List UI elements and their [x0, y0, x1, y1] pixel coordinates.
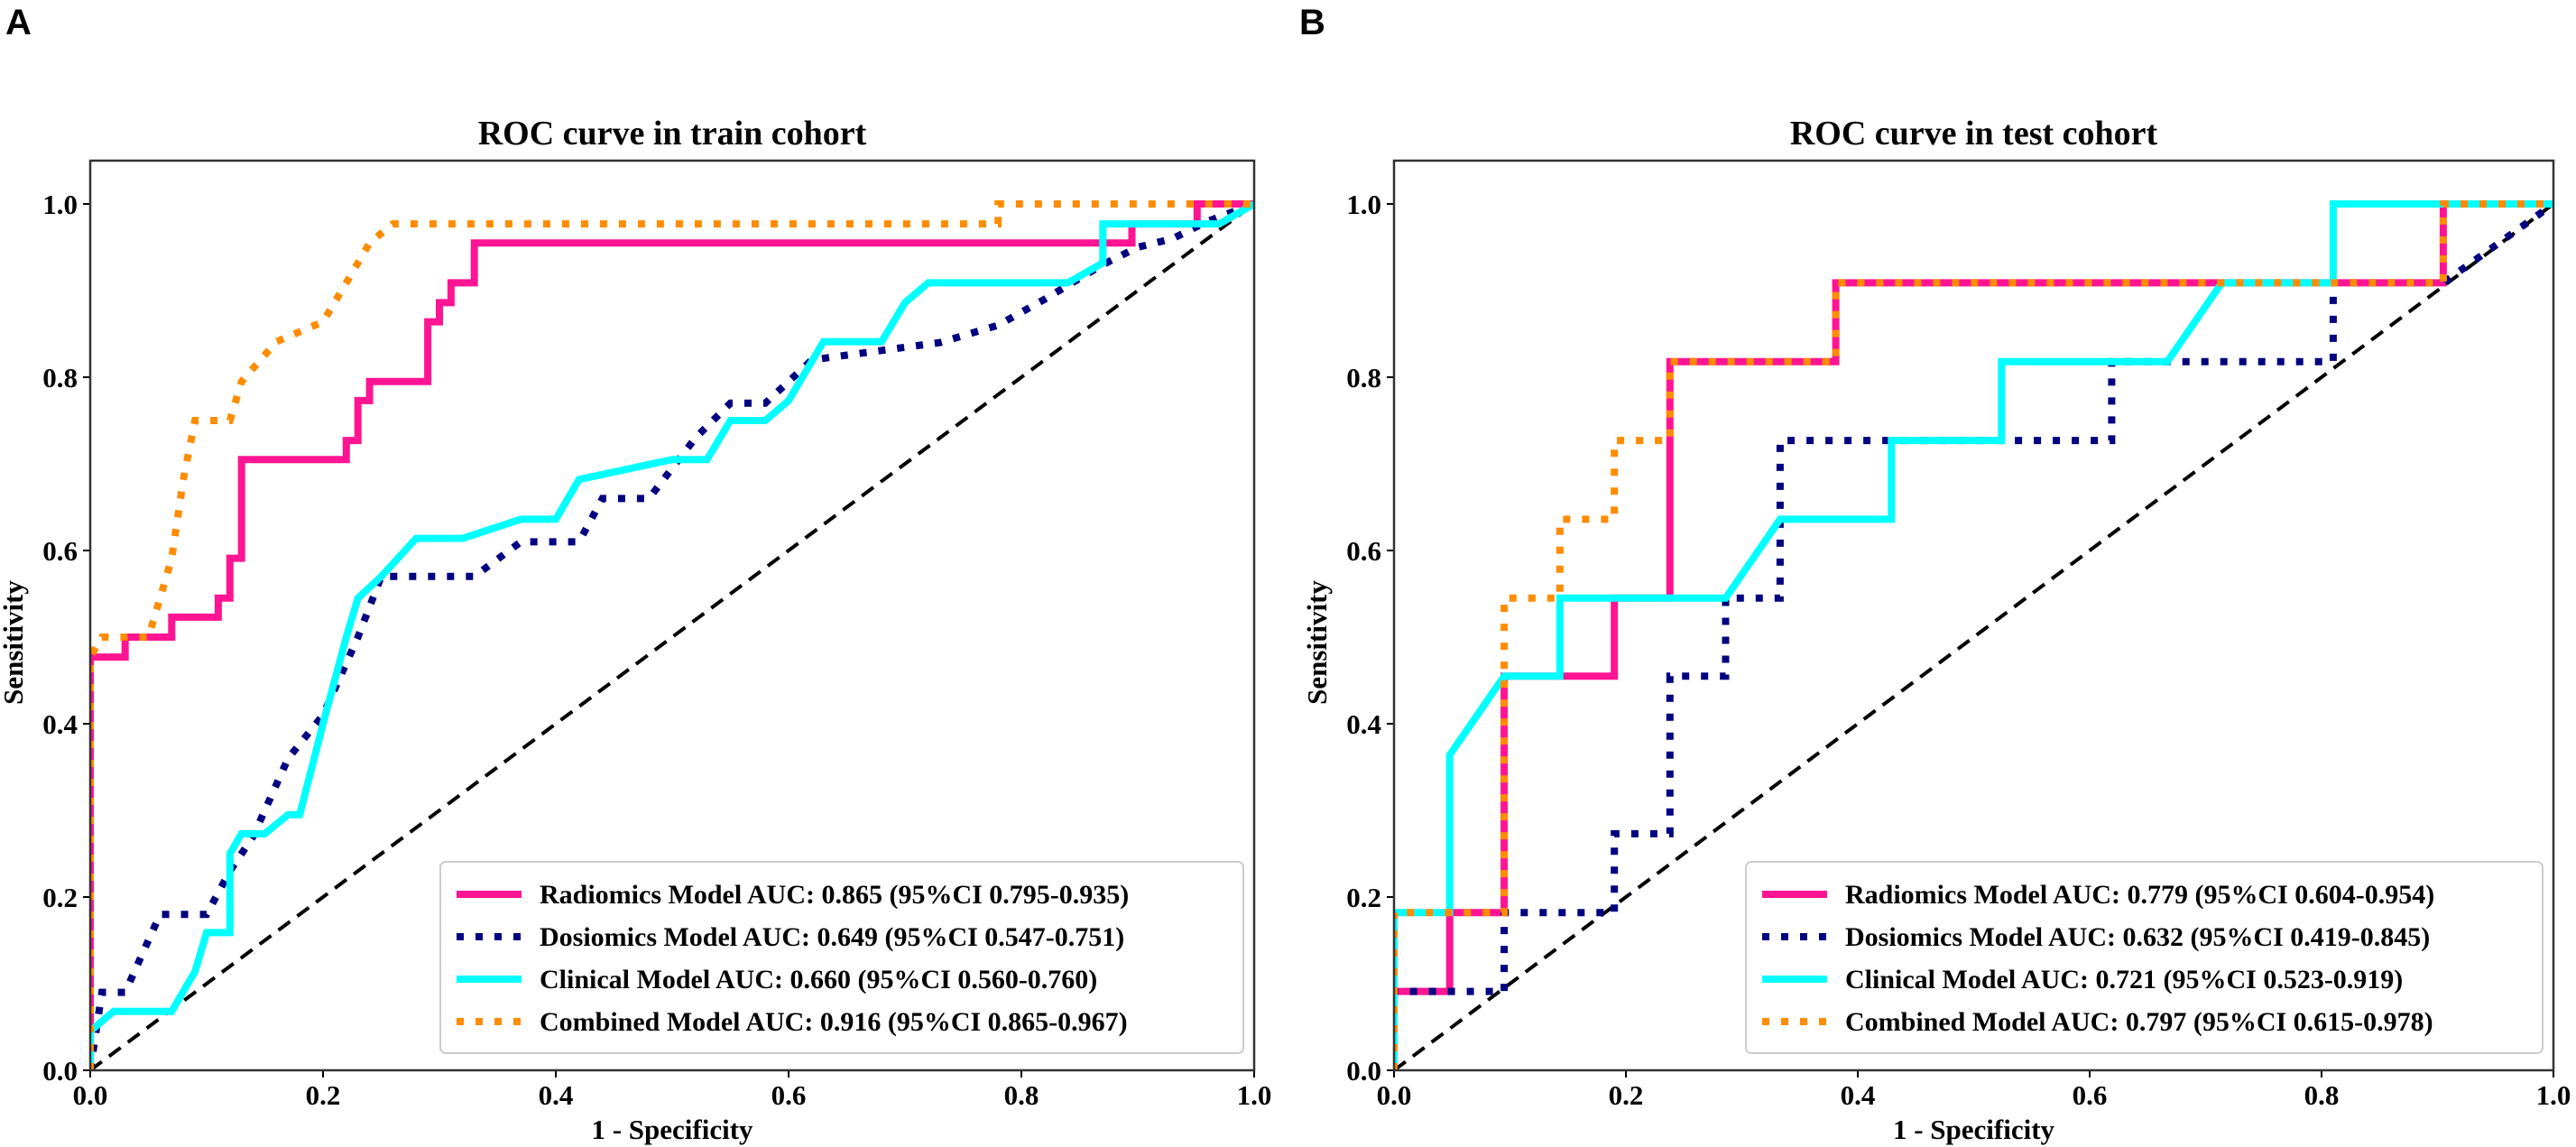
x-axis-label: 1 - Specificity: [591, 1114, 753, 1145]
y-tick-label: 0.2: [1346, 882, 1381, 913]
x-tick-label: 0.0: [1377, 1079, 1412, 1111]
x-tick-label: 0.8: [1004, 1079, 1039, 1111]
roc-curve-combined: [1394, 200, 2553, 1070]
x-tick-label: 0.2: [1609, 1079, 1644, 1111]
y-tick-label: 0.4: [1346, 708, 1381, 740]
chart-panel-a: A ROC curve in train cohort 0.0 0.2 0.4 0.6 0.…: [0, 3, 1271, 1145]
legend-entry: Dosiomics Model AUC: 0.632 (95%CI 0.419-…: [1845, 922, 2430, 952]
y-axis-label: Sensitivity: [0, 580, 29, 705]
legend-box: [439, 861, 1244, 1054]
legend: Radiomics Model AUC: 0.865 (95%CI 0.795-…: [439, 861, 1244, 1054]
axes-frame: [1392, 159, 2555, 1072]
roc-curve-clinical: [90, 200, 1254, 1070]
x-tick-label: 0.8: [2304, 1079, 2340, 1111]
y-tick-label: 0.4: [42, 708, 78, 740]
x-axis-label: 1 - Specificity: [1893, 1114, 2055, 1145]
y-tick-label: 0.6: [1346, 535, 1381, 567]
panel-label: B: [1299, 3, 1325, 42]
roc-curve-radiomics: [90, 200, 1254, 1070]
legend-box: [1745, 861, 2544, 1054]
x-tick-label: 0.6: [2073, 1079, 2108, 1111]
legend-entry: Clinical Model AUC: 0.721 (95%CI 0.523-0…: [1845, 965, 2403, 994]
legend: Radiomics Model AUC: 0.779 (95%CI 0.604-…: [1745, 861, 2544, 1054]
y-tick-label: 1.0: [1346, 189, 1381, 220]
legend-entry: Radiomics Model AUC: 0.865 (95%CI 0.795-…: [540, 880, 1129, 910]
x-tick-label: 1.0: [2536, 1079, 2571, 1111]
legend-entry: Combined Model AUC: 0.797 (95%CI 0.615-0…: [1845, 1007, 2433, 1037]
y-axis-label: Sensitivity: [1301, 580, 1333, 705]
plot-area: [1394, 200, 2553, 1070]
chart-panel-b: B ROC curve in test cohort 0.0 0.2 0.4 0.6 0.8…: [1299, 3, 2571, 1145]
chance-reference-line: [1394, 202, 2553, 1070]
x-tick-label: 0.2: [306, 1079, 341, 1111]
x-tick-label: 0.6: [771, 1079, 807, 1111]
axes-frame: [88, 159, 1256, 1072]
y-tick-label: 1.0: [42, 189, 78, 220]
x-tick-label: 0.4: [1841, 1079, 1876, 1111]
plot-area: [90, 200, 1254, 1070]
chart-title: ROC curve in test cohort: [1790, 115, 2158, 153]
y-tick-label: 0.0: [42, 1055, 78, 1087]
y-tick-label: 0.6: [42, 535, 78, 567]
legend-entry: Combined Model AUC: 0.916 (95%CI 0.865-0…: [540, 1007, 1128, 1037]
panel-label: A: [5, 3, 32, 42]
x-tick-label: 0.4: [539, 1079, 574, 1111]
roc-curve-combined: [90, 200, 1254, 1070]
x-tick-label: 1.0: [1237, 1079, 1272, 1111]
chance-reference-line: [90, 202, 1254, 1070]
legend-entry: Clinical Model AUC: 0.660 (95%CI 0.560-0…: [540, 965, 1097, 994]
y-tick-label: 0.8: [1346, 362, 1381, 393]
y-tick-label: 0.8: [42, 362, 78, 393]
y-tick-label: 0.0: [1346, 1055, 1381, 1087]
x-tick-label: 0.0: [73, 1079, 108, 1111]
legend-entry: Radiomics Model AUC: 0.779 (95%CI 0.604-…: [1845, 880, 2434, 910]
chart-title: ROC curve in train cohort: [478, 115, 867, 153]
legend-entry: Dosiomics Model AUC: 0.649 (95%CI 0.547-…: [540, 922, 1124, 952]
roc-curve-dosiomics: [1394, 200, 2553, 1070]
y-tick-label: 0.2: [42, 882, 78, 913]
